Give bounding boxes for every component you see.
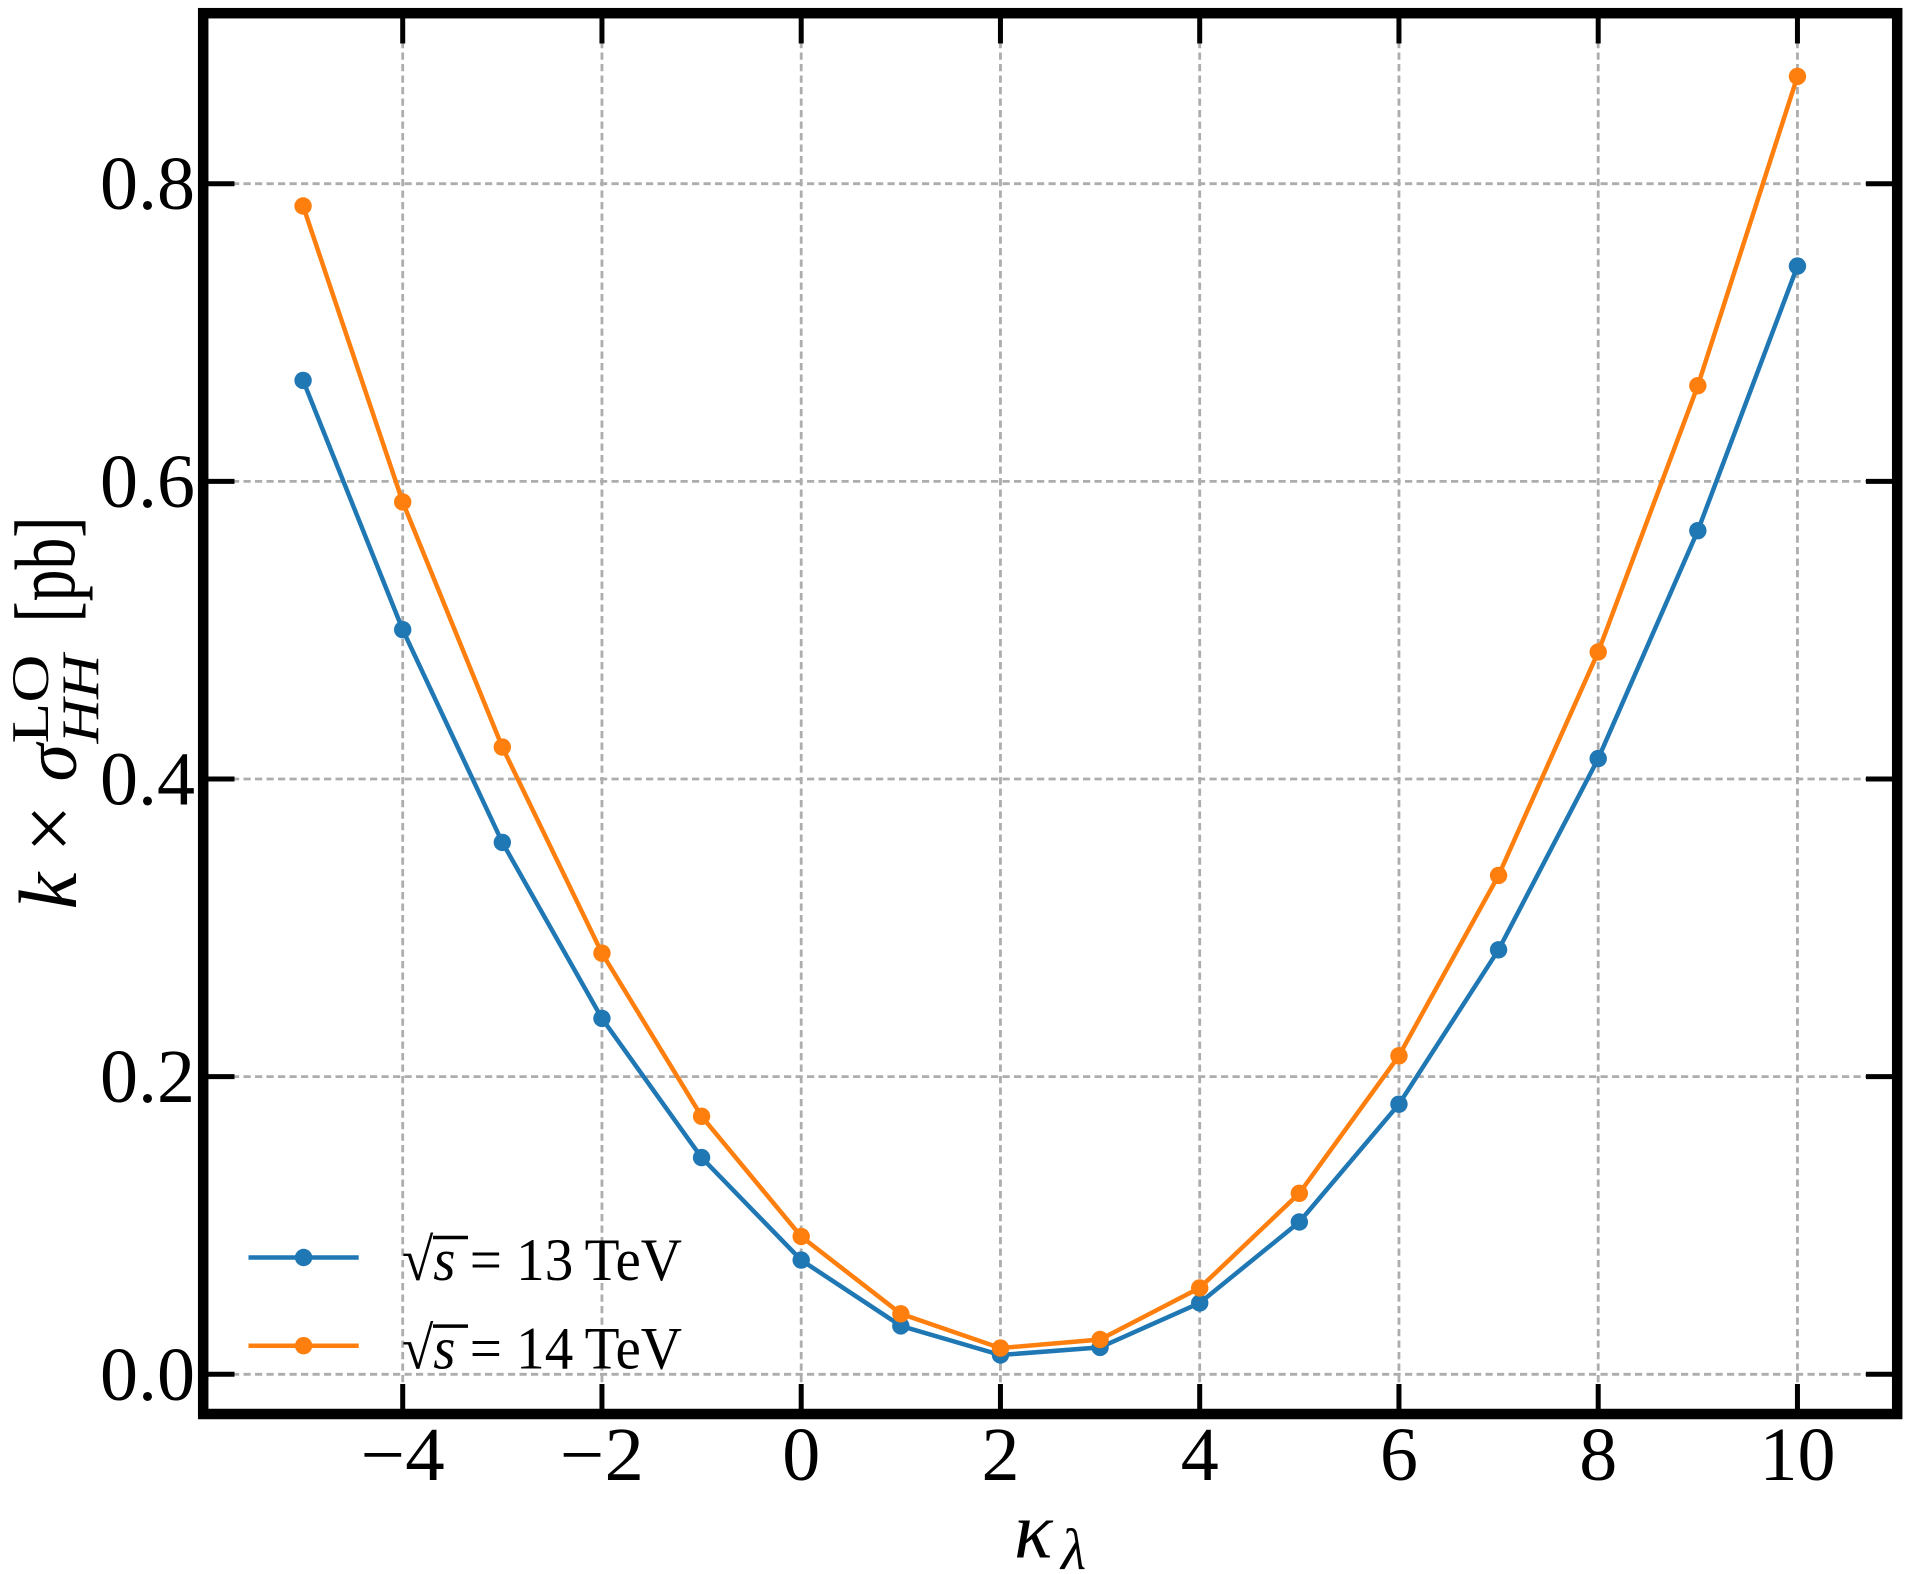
svg-text:−4: −4 <box>361 1413 445 1497</box>
svg-text:×: × <box>2 805 96 853</box>
svg-text:k: k <box>2 871 94 910</box>
svg-text:σ: σ <box>9 742 93 782</box>
svg-text:4: 4 <box>1181 1413 1219 1497</box>
svg-text:0.0: 0.0 <box>100 1333 195 1417</box>
svg-text:10: 10 <box>1759 1413 1835 1497</box>
svg-text:0.2: 0.2 <box>100 1035 195 1119</box>
svg-text:λ: λ <box>1059 1517 1086 1574</box>
svg-text:0.8: 0.8 <box>100 142 195 226</box>
svg-text:HH: HH <box>52 651 110 744</box>
svg-text:LO: LO <box>2 655 60 744</box>
svg-text:0: 0 <box>782 1413 820 1497</box>
svg-text:0.4: 0.4 <box>100 738 195 822</box>
svg-text:−2: −2 <box>560 1413 644 1497</box>
svg-text:8: 8 <box>1579 1413 1617 1497</box>
svg-text:2: 2 <box>981 1413 1019 1497</box>
svg-text:0.6: 0.6 <box>100 440 195 524</box>
svg-text:κ: κ <box>1014 1488 1054 1574</box>
svg-text:6: 6 <box>1380 1413 1418 1497</box>
svg-text:[pb]: [pb] <box>0 517 93 623</box>
